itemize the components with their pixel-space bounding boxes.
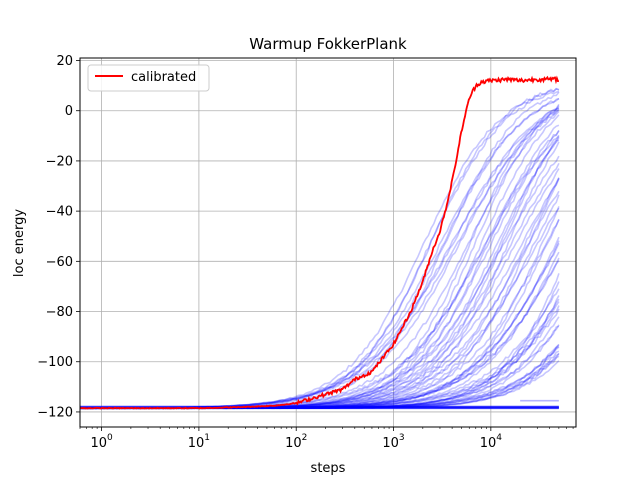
y-tick-label: 0 [65, 104, 73, 119]
x-tick-base: 10 [285, 436, 302, 451]
y-tick-label: −80 [46, 305, 73, 320]
x-axis-ticks: 100 101 102 103 104 [79, 427, 574, 451]
y-tick-label: −20 [46, 154, 73, 169]
x-tick-exponent: 2 [302, 433, 308, 443]
x-tick-label: 101 [188, 433, 210, 451]
chart-title: Warmup FokkerPlank [249, 35, 407, 53]
x-tick-exponent: 0 [107, 433, 113, 443]
y-tick-label: −40 [46, 205, 73, 220]
legend: calibrated [87, 64, 210, 92]
y-axis-label: loc energy [12, 209, 27, 277]
grid-lines [80, 58, 576, 427]
x-tick-label: 104 [480, 433, 503, 451]
x-tick-exponent: 4 [496, 433, 502, 443]
y-tick-label: 20 [56, 54, 73, 69]
x-tick-base: 10 [188, 436, 205, 451]
x-tick-label: 100 [90, 433, 113, 451]
calibrated-line [79, 75, 559, 410]
plot-frame [79, 57, 577, 428]
legend-label-calibrated: calibrated [131, 70, 196, 85]
y-tick-label: −100 [37, 355, 73, 370]
x-axis-label: steps [311, 461, 346, 476]
y-axis-ticks: 20 0 −20 −40 −60 −80 −100 −120 [37, 54, 80, 420]
x-tick-label: 102 [285, 433, 307, 451]
y-tick-label: −60 [46, 255, 73, 270]
x-tick-base: 10 [480, 436, 497, 451]
calibrated-line-group [79, 75, 559, 410]
y-tick-label: −120 [37, 405, 73, 420]
x-tick-label: 103 [382, 433, 404, 451]
x-tick-base: 10 [382, 436, 399, 451]
x-tick-exponent: 3 [399, 433, 405, 443]
x-tick-exponent: 1 [204, 433, 210, 443]
x-tick-base: 10 [90, 436, 107, 451]
legend-box [87, 64, 210, 92]
